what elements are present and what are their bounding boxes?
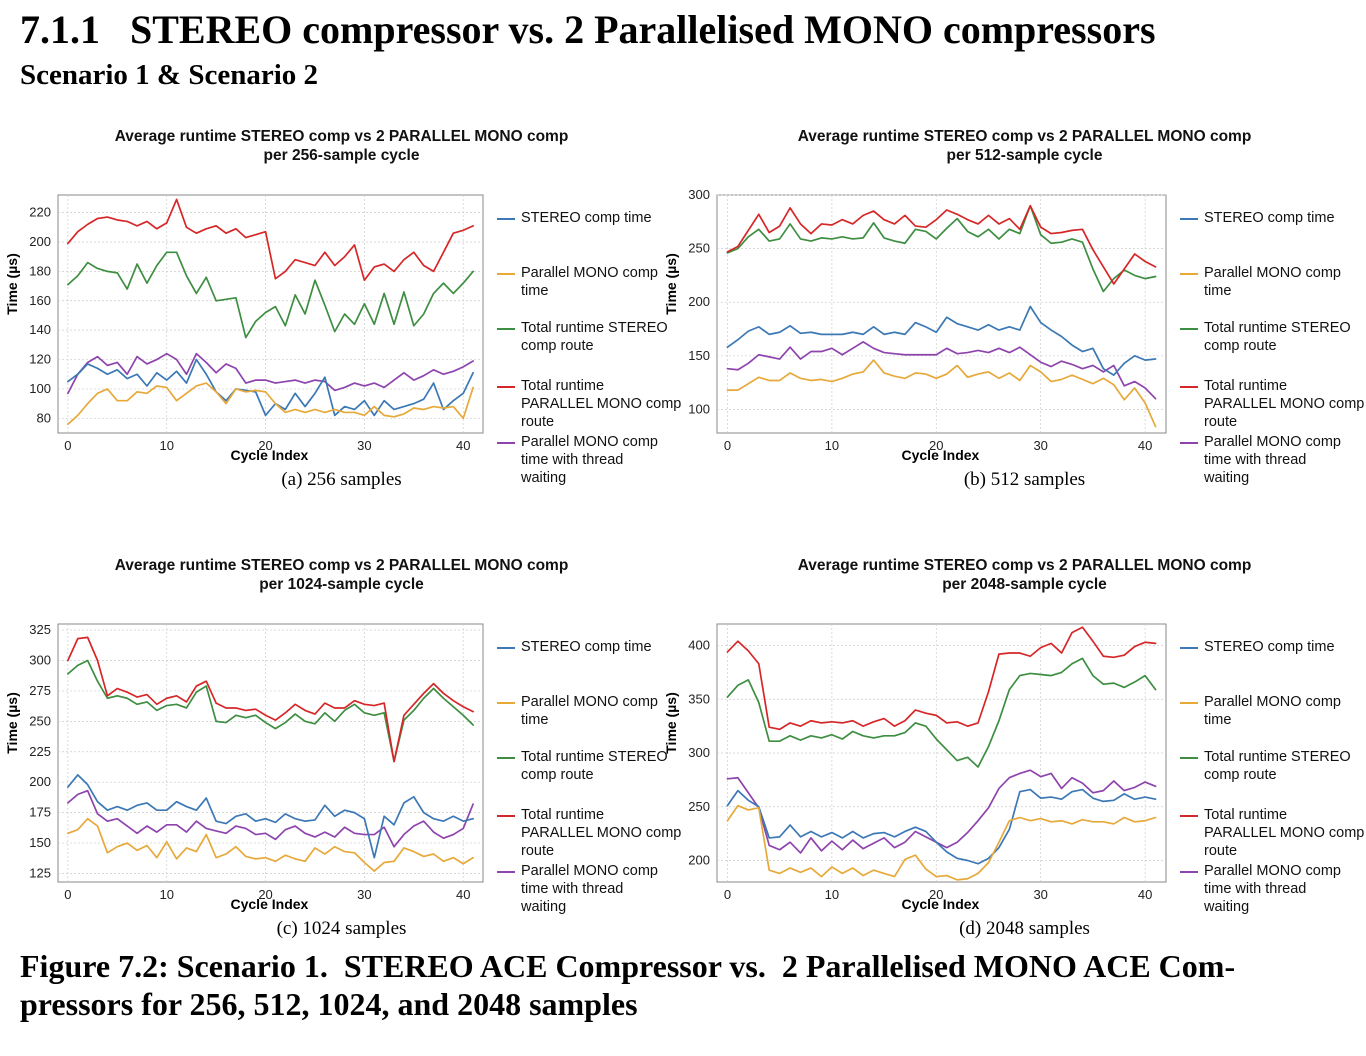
svg-text:225: 225 bbox=[29, 744, 51, 759]
svg-text:300: 300 bbox=[29, 652, 51, 667]
svg-text:180: 180 bbox=[29, 263, 51, 278]
svg-text:150: 150 bbox=[688, 348, 710, 363]
svg-text:125: 125 bbox=[29, 865, 51, 880]
svg-text:0: 0 bbox=[724, 887, 731, 902]
svg-text:350: 350 bbox=[688, 691, 710, 706]
svg-text:200: 200 bbox=[29, 774, 51, 789]
svg-text:0: 0 bbox=[64, 887, 71, 902]
svg-text:400: 400 bbox=[688, 637, 710, 652]
svg-text:10: 10 bbox=[825, 438, 839, 453]
svg-text:175: 175 bbox=[29, 804, 51, 819]
svg-text:325: 325 bbox=[29, 622, 51, 637]
svg-text:140: 140 bbox=[29, 322, 51, 337]
svg-text:200: 200 bbox=[688, 294, 710, 309]
svg-text:300: 300 bbox=[688, 745, 710, 760]
svg-text:30: 30 bbox=[1033, 438, 1047, 453]
svg-text:0: 0 bbox=[64, 438, 71, 453]
svg-text:80: 80 bbox=[37, 410, 51, 425]
svg-text:300: 300 bbox=[688, 187, 710, 202]
svg-text:40: 40 bbox=[456, 887, 470, 902]
svg-text:30: 30 bbox=[357, 887, 371, 902]
svg-text:10: 10 bbox=[159, 887, 173, 902]
svg-text:40: 40 bbox=[456, 438, 470, 453]
svg-text:200: 200 bbox=[688, 852, 710, 867]
svg-text:100: 100 bbox=[688, 401, 710, 416]
svg-text:30: 30 bbox=[1033, 887, 1047, 902]
svg-text:10: 10 bbox=[159, 438, 173, 453]
svg-text:160: 160 bbox=[29, 293, 51, 308]
svg-text:10: 10 bbox=[825, 887, 839, 902]
svg-text:40: 40 bbox=[1138, 438, 1152, 453]
svg-text:120: 120 bbox=[29, 351, 51, 366]
svg-text:100: 100 bbox=[29, 381, 51, 396]
svg-text:250: 250 bbox=[688, 240, 710, 255]
svg-text:275: 275 bbox=[29, 683, 51, 698]
svg-text:150: 150 bbox=[29, 835, 51, 850]
svg-text:0: 0 bbox=[724, 438, 731, 453]
svg-text:220: 220 bbox=[29, 204, 51, 219]
svg-text:40: 40 bbox=[1138, 887, 1152, 902]
svg-text:30: 30 bbox=[357, 438, 371, 453]
svg-text:250: 250 bbox=[688, 799, 710, 814]
svg-text:200: 200 bbox=[29, 234, 51, 249]
svg-text:250: 250 bbox=[29, 713, 51, 728]
